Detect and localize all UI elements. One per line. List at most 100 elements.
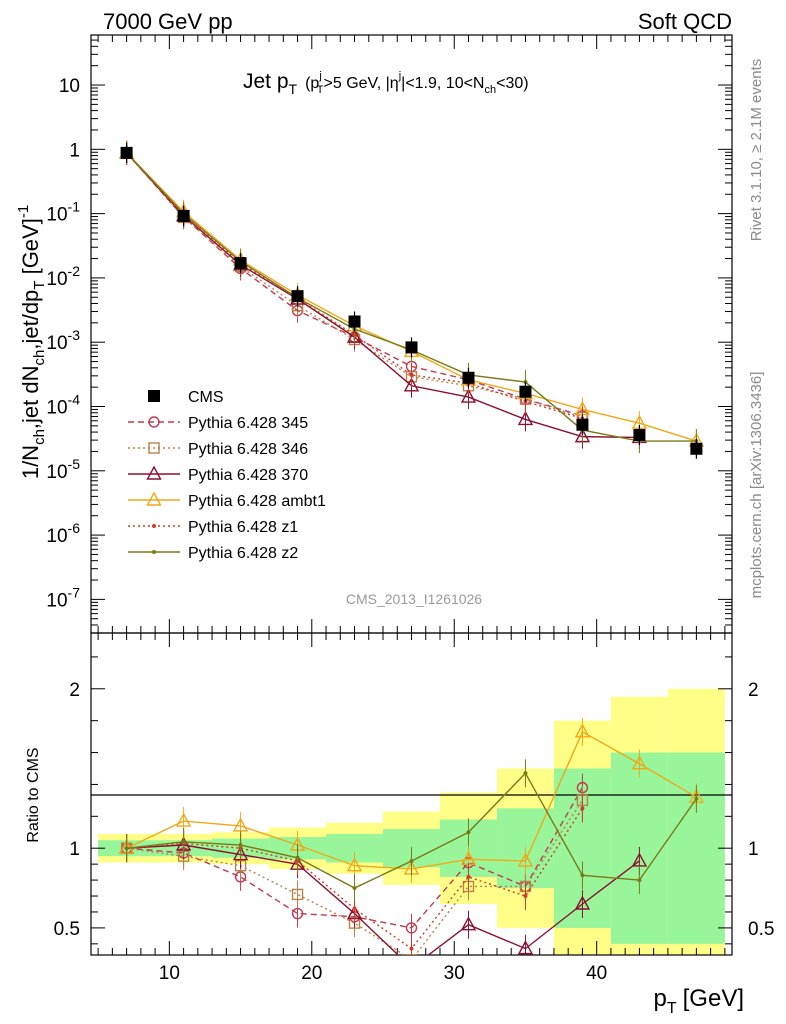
x-tick-label: 10 xyxy=(159,963,180,984)
series-point xyxy=(523,894,528,899)
y-tick-label: 10-3 xyxy=(46,327,80,354)
ratio-tick-label: 0.5 xyxy=(54,919,80,940)
series-point xyxy=(146,465,162,480)
data-point xyxy=(234,257,247,270)
data-point xyxy=(120,146,133,159)
x-axis-label: pT [GeV] xyxy=(654,985,745,1017)
y-tick-label: 10-4 xyxy=(46,392,80,419)
main-series xyxy=(118,140,705,459)
data-point xyxy=(148,390,160,402)
series-line xyxy=(126,152,583,420)
data-point xyxy=(177,209,190,222)
series-point xyxy=(409,372,414,377)
series-point xyxy=(152,524,156,528)
series-point xyxy=(405,922,418,934)
analysis-id: CMS_2013_I1261026 xyxy=(346,591,482,607)
y-tick-label: 10 xyxy=(59,76,80,97)
legend-label: Pythia 6.428 345 xyxy=(188,415,308,432)
series-point xyxy=(148,442,160,454)
x-tick-label: 30 xyxy=(444,963,465,984)
axis-ticks xyxy=(91,34,732,955)
series-point xyxy=(460,388,477,403)
series-point xyxy=(346,857,363,872)
ratio-series xyxy=(118,717,705,973)
y-tick-label: 10-7 xyxy=(46,584,80,611)
series-line xyxy=(126,152,583,417)
series-point xyxy=(631,852,648,867)
rivet-version-label: Rivet 3.1.10, ≥ 2.1M events xyxy=(748,59,765,242)
series-point xyxy=(405,954,418,955)
series-point xyxy=(580,806,585,811)
ratio-line xyxy=(126,844,640,955)
ratio-tick-label: 2 xyxy=(69,680,80,701)
x-tick-label: 40 xyxy=(586,963,607,984)
series-point xyxy=(574,895,591,910)
series-point xyxy=(291,888,304,901)
series-point xyxy=(517,852,534,867)
header-category-label: Soft QCD xyxy=(638,9,732,34)
series-point xyxy=(409,946,414,951)
data-point xyxy=(633,429,646,442)
ratio-tick-label: 1 xyxy=(69,839,80,860)
legend-label: Pythia 6.428 346 xyxy=(188,441,308,458)
ratio-tick-label: 2 xyxy=(748,680,759,701)
legend-label: Pythia 6.428 z2 xyxy=(188,545,298,562)
series-point xyxy=(238,843,243,848)
series-point xyxy=(631,755,648,770)
y-tick-label: 10-1 xyxy=(46,199,80,226)
series-point xyxy=(517,940,534,955)
series-point xyxy=(466,874,471,879)
series-point xyxy=(523,771,528,776)
legend-label: Pythia 6.428 ambt1 xyxy=(188,493,326,510)
y-tick-label: 10-2 xyxy=(46,263,80,290)
y-axis-label: 1/Nch,jet dNch,jet/dpT [GeV]-1 xyxy=(15,205,48,479)
y-tick-label: 10-5 xyxy=(46,456,80,483)
mcplots-reference-label: mcplots.cern.ch [arXiv:1306.3436] xyxy=(748,372,765,599)
series-point xyxy=(409,858,414,863)
series-point xyxy=(694,796,699,801)
series-point xyxy=(148,416,160,428)
series-point xyxy=(175,812,192,827)
series-point xyxy=(352,906,357,911)
ratio-axis-label: Ratio to CMS xyxy=(25,747,42,842)
series-point xyxy=(124,846,129,851)
data-point xyxy=(462,371,475,384)
series-line xyxy=(126,152,640,439)
series-point xyxy=(460,916,477,931)
data-point xyxy=(690,442,703,455)
series-point xyxy=(580,873,585,878)
series-point xyxy=(352,886,357,891)
legend-label: Pythia 6.428 z1 xyxy=(188,519,298,536)
series-point xyxy=(295,855,300,860)
header-energy-label: 7000 GeV pp xyxy=(103,9,233,34)
series-point xyxy=(466,830,471,835)
series-point xyxy=(637,878,642,883)
series-point xyxy=(403,377,420,392)
axis-tick-labels: 10 20 30 40 10-7 10-6 10-5 10-4 10-3 10-2 10-1 1 10 0… xyxy=(46,76,774,984)
legend-label: Pythia 6.428 370 xyxy=(188,467,308,484)
series-point xyxy=(291,907,304,920)
data-point xyxy=(405,341,418,354)
x-tick-label: 20 xyxy=(301,963,322,984)
series-point xyxy=(574,723,591,738)
series-line xyxy=(126,152,583,418)
ratio-tick-label: 0.5 xyxy=(748,919,774,940)
series-point xyxy=(152,550,156,554)
ratio-line xyxy=(126,799,584,955)
data-point xyxy=(291,290,304,303)
ratio-line xyxy=(126,807,584,950)
y-tick-label: 10-6 xyxy=(46,520,80,547)
ratio-tick-label: 1 xyxy=(748,839,759,860)
series-point xyxy=(232,817,249,832)
series-point xyxy=(146,491,162,506)
data-point xyxy=(576,418,589,431)
band-inner xyxy=(667,752,725,944)
data-point xyxy=(348,315,361,328)
main-plot-frame xyxy=(90,34,733,634)
series-point xyxy=(181,839,186,844)
legend-label: CMS xyxy=(188,389,224,406)
series-point xyxy=(405,961,418,973)
series-point xyxy=(517,410,534,426)
plot-title: Jet pT (pj T>5 GeV, |ηj|<1.9, 10<Nch<30) xyxy=(243,70,529,97)
